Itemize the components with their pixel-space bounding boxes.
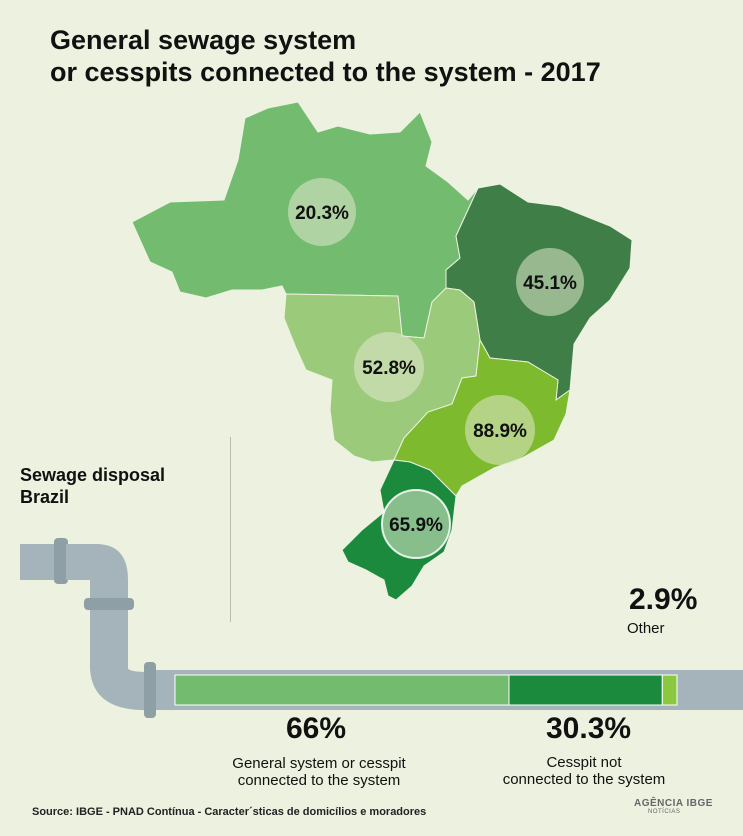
legend-cesspit-line-2: connected to the system	[502, 771, 666, 788]
value-label-general: 66%	[286, 712, 347, 745]
legend-general-line-2: connected to the system	[237, 772, 401, 789]
bar-segment-general	[174, 674, 510, 706]
title-line-2: or cesspits connected to the system - 20…	[50, 57, 601, 87]
region-label-northeast: 45.1%	[523, 273, 577, 294]
pipe-joint-3	[144, 662, 156, 718]
region-bubble-north	[288, 178, 356, 246]
region-bubble-northeast	[516, 248, 584, 316]
legend-general-line-1: General system or cesspit	[232, 755, 406, 772]
stacked-bar	[174, 674, 678, 706]
pipe-joint-1	[54, 538, 68, 584]
region-label-north: 20.3%	[295, 203, 349, 224]
legend-general: General system or cesspit connected to t…	[214, 755, 424, 789]
source-note: Source: IBGE - PNAD Contínua - Caracter´…	[32, 806, 427, 818]
bar-segment-other	[661, 674, 678, 706]
legend-other: Other	[627, 620, 665, 637]
subtitle: Sewage disposal Brazil	[20, 464, 165, 508]
value-label-other: 2.9%	[629, 583, 698, 616]
agency-logo: AGÊNCIA IBGE NOTÍCIAS	[634, 798, 713, 815]
subtitle-line-1: Sewage disposal	[20, 465, 166, 485]
region-bubble-centerwest	[354, 332, 424, 402]
pipe-vertical-2	[66, 544, 98, 580]
region-label-south: 65.9%	[389, 515, 443, 536]
region-label-southeast: 88.9%	[473, 421, 527, 442]
pipe-elbow-1	[90, 544, 128, 600]
logo-text: AGÊNCIA IBGE	[634, 798, 713, 809]
chart-title: General sewage system or cesspits connec…	[50, 24, 601, 88]
pipe-elbow-2	[90, 668, 150, 711]
divider	[230, 437, 231, 622]
value-label-cesspit: 30.3%	[546, 712, 632, 745]
logo-subtext: NOTÍCIAS	[648, 809, 681, 815]
pipe-joint-2	[84, 598, 134, 610]
region-bubble-southeast	[465, 395, 535, 465]
bar-segment-cesspit	[508, 674, 663, 706]
region-label-centerwest: 52.8%	[362, 358, 416, 379]
subtitle-line-2: Brazil	[20, 487, 70, 507]
region-bubble-south	[381, 489, 451, 559]
legend-cesspit: Cesspit not connected to the system	[486, 754, 682, 788]
legend-cesspit-line-1: Cesspit not	[546, 754, 622, 771]
title-line-1: General sewage system	[50, 25, 357, 55]
pipe-down	[90, 610, 128, 670]
